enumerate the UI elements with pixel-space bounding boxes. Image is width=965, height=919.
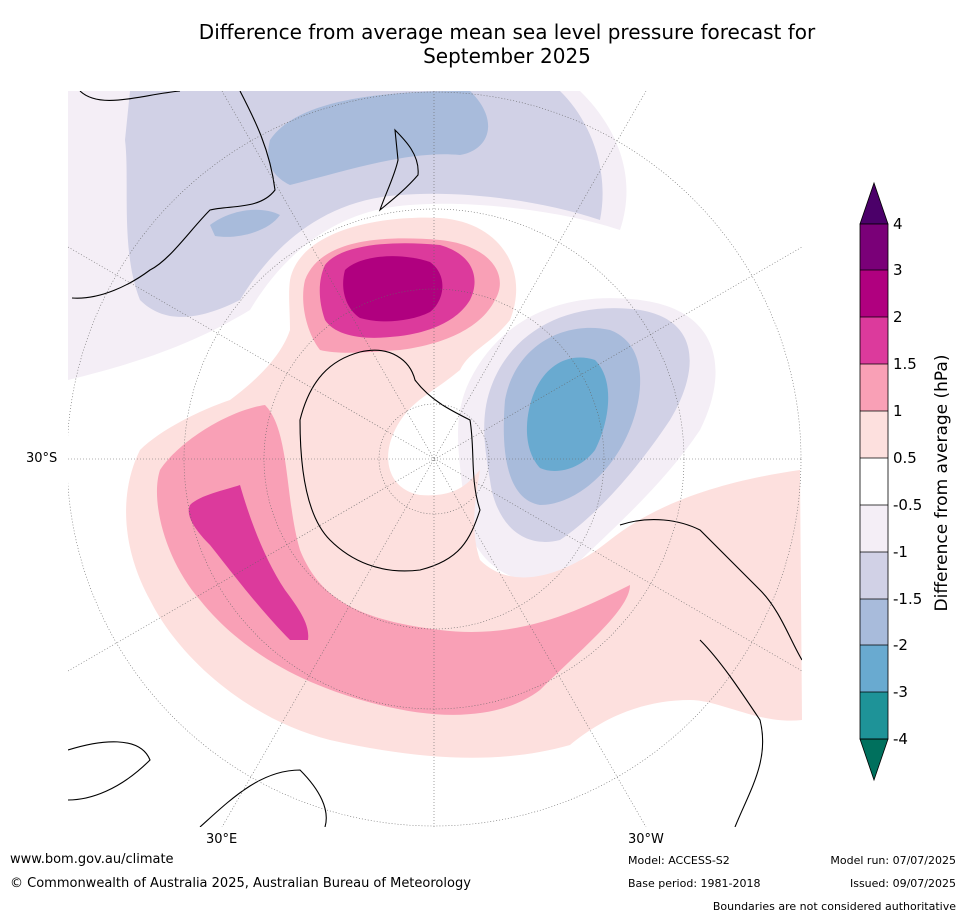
anomaly-region-plus-1-b bbox=[156, 405, 631, 715]
anomaly-region-minus-15-a bbox=[268, 91, 489, 185]
anomaly-region-minus-2 bbox=[526, 357, 609, 471]
colorbar-tick: 4 bbox=[893, 215, 903, 233]
disclaimer-text: Boundaries are not considered authoritat… bbox=[712, 900, 956, 913]
latitude-label: 30°S bbox=[26, 451, 58, 466]
copyright-text: © Commonwealth of Australia 2025, Austra… bbox=[10, 876, 471, 891]
issued-text: Issued: 09/07/2025 bbox=[849, 877, 956, 890]
website-link[interactable]: www.bom.gov.au/climate bbox=[10, 852, 174, 867]
coastlines bbox=[68, 91, 802, 827]
anomaly-region-plus-15-b bbox=[188, 485, 309, 640]
colorbar-band-05-1 bbox=[860, 411, 888, 458]
colorbar-tick: 0.5 bbox=[893, 449, 917, 467]
colorbar-over-arrow bbox=[859, 181, 889, 225]
base-period-text: Base period: 1981-2018 bbox=[628, 877, 761, 890]
colorbar-band-m2-m15 bbox=[860, 599, 888, 645]
longitude-label-30e: 30°E bbox=[206, 832, 238, 847]
model-text: Model: ACCESS-S2 bbox=[628, 854, 730, 867]
title-line-2: September 2025 bbox=[423, 44, 591, 68]
colorbar-tick: -1.5 bbox=[893, 590, 923, 608]
longitude-label-30w: 30°W bbox=[628, 832, 664, 847]
graticule bbox=[68, 91, 802, 827]
colorbar-band-3-4 bbox=[860, 224, 888, 270]
title-line-1: Difference from average mean sea level p… bbox=[198, 20, 816, 44]
anomaly-region-minus-15-b bbox=[210, 209, 280, 237]
colorbar-band-m4-m3 bbox=[860, 692, 888, 739]
colorbar bbox=[859, 181, 889, 782]
colorbar-title: Difference from average (hPa) bbox=[932, 354, 952, 612]
colorbar-tick: -0.5 bbox=[893, 496, 923, 514]
colorbar-tick: -4 bbox=[893, 730, 908, 748]
colorbar-band-neutral bbox=[860, 458, 888, 505]
map-title: Difference from average mean sea level p… bbox=[0, 20, 965, 68]
colorbar-under-arrow bbox=[859, 738, 889, 782]
colorbar-tick: -2 bbox=[893, 636, 908, 654]
anomaly-region-minus-1-a bbox=[125, 91, 603, 317]
colorbar-band-m15-m1 bbox=[860, 552, 888, 599]
colorbar-band-15-2 bbox=[860, 317, 888, 364]
model-run-text: Model run: 07/07/2025 bbox=[830, 854, 956, 867]
colorbar-band-m3-m2 bbox=[860, 645, 888, 692]
anomaly-region-plus-2 bbox=[343, 256, 443, 322]
colorbar-tick: 1.5 bbox=[893, 355, 917, 373]
colorbar-band-m1-m05 bbox=[860, 505, 888, 552]
colorbar-tick: -3 bbox=[893, 683, 908, 701]
colorbar-tick: 1 bbox=[893, 402, 903, 420]
colorbar-band-1-15 bbox=[860, 364, 888, 411]
colorbar-band-2-3 bbox=[860, 270, 888, 317]
colorbar-tick: -1 bbox=[893, 543, 908, 561]
colorbar-tick: 3 bbox=[893, 261, 903, 279]
colorbar-tick: 2 bbox=[893, 308, 903, 326]
